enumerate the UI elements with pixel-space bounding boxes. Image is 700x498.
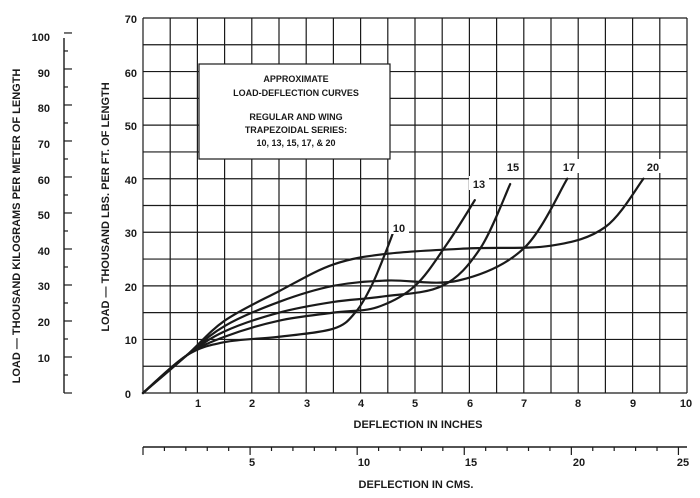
cm-tick-25: 25	[677, 457, 689, 469]
subtitle-line-3: 10, 13, 15, 17, & 20	[256, 138, 335, 148]
title-box: APPROXIMATE LOAD-DEFLECTION CURVES REGUL…	[198, 63, 391, 160]
kg-tick-100: 100	[32, 32, 50, 44]
curves	[141, 177, 645, 395]
x-tick-3: 3	[304, 398, 310, 410]
y-tick-50: 50	[125, 121, 137, 133]
x-axis-title: DEFLECTION IN INCHES	[354, 419, 483, 431]
secondary-y-axis: 10 20 30 40 50 60 70 80 90 100 LOAD — TH…	[11, 32, 72, 394]
kg-tick-40: 40	[38, 246, 50, 258]
kg-tick-30: 30	[38, 281, 50, 293]
secondary-x-axis-title: DEFLECTION IN CMS.	[359, 479, 474, 491]
x-tick-10: 10	[680, 398, 692, 410]
x-tick-labels: 1 2 3 4 5 6 7 8 9 10	[195, 398, 692, 410]
curve-series-13	[141, 199, 476, 395]
x-tick-9: 9	[630, 398, 636, 410]
y-tick-20: 20	[125, 282, 137, 294]
y-tick-60: 60	[125, 68, 137, 80]
y-tick-40: 40	[125, 175, 137, 187]
y-tick-70: 70	[125, 14, 137, 26]
cm-tick-20: 20	[573, 457, 585, 469]
kg-tick-50: 50	[38, 210, 50, 222]
x-tick-5: 5	[412, 398, 418, 410]
curve-label-15: 15	[507, 162, 519, 174]
secondary-x-ticks	[142, 447, 680, 455]
kg-tick-20: 20	[38, 317, 50, 329]
kg-tick-70: 70	[38, 139, 50, 151]
curve-labels: 10 13 15 17 20	[389, 159, 663, 235]
cm-tick-10: 10	[358, 457, 370, 469]
title-line-1: APPROXIMATE	[263, 74, 328, 84]
curve-series-20	[141, 177, 645, 395]
y-tick-30: 30	[125, 228, 137, 240]
x-tick-2: 2	[249, 398, 255, 410]
secondary-y-ticks	[64, 32, 72, 394]
kg-tick-10: 10	[38, 353, 50, 365]
y-axis-title: LOAD — THOUSAND LBS. PER FT. OF LENGTH	[100, 82, 112, 331]
kg-tick-90: 90	[38, 68, 50, 80]
subtitle-line-2: TRAPEZOIDAL SERIES:	[245, 125, 347, 135]
secondary-y-axis-title: LOAD — THOUSAND KILOGRAMS PER METER OF L…	[11, 69, 23, 384]
title-line-2: LOAD-DEFLECTION CURVES	[233, 88, 359, 98]
subtitle-line-1: REGULAR AND WING	[249, 112, 342, 122]
y-tick-labels: 0 10 20 30 40 50 60 70	[125, 14, 137, 401]
kg-tick-80: 80	[38, 103, 50, 115]
curve-label-13-bg	[469, 176, 489, 190]
curve-series-15	[141, 182, 512, 395]
curve-label-13: 13	[473, 179, 485, 191]
curve-series-17	[141, 177, 569, 395]
curve-label-20-bg	[643, 159, 663, 173]
x-tick-8: 8	[575, 398, 581, 410]
title-box-frame	[198, 63, 391, 160]
curve-label-17-bg	[559, 159, 579, 173]
cm-tick-15: 15	[465, 457, 477, 469]
y-tick-0: 0	[125, 389, 131, 401]
kg-tick-60: 60	[38, 175, 50, 187]
curve-label-10-bg	[389, 220, 409, 234]
secondary-x-axis: 5 10 15 20 25 DEFLECTION IN CMS.	[142, 446, 689, 491]
x-tick-7: 7	[521, 398, 527, 410]
curve-label-17: 17	[563, 162, 575, 174]
curve-label-20: 20	[647, 162, 659, 174]
cm-tick-5: 5	[249, 457, 255, 469]
curve-label-15-bg	[503, 159, 523, 173]
curve-label-10: 10	[393, 223, 405, 235]
x-tick-4: 4	[358, 398, 365, 410]
x-tick-6: 6	[467, 398, 473, 410]
x-tick-1: 1	[195, 398, 201, 410]
y-tick-10: 10	[125, 335, 137, 347]
